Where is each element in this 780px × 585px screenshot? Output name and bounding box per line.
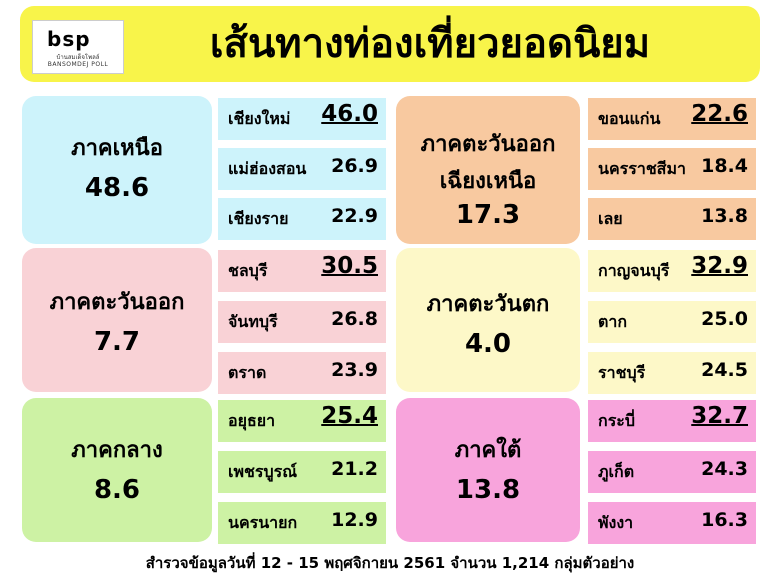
province-name: กาญจนบุรี [598, 261, 670, 280]
province-name: เชียงราย [228, 209, 289, 228]
province-row: ภูเก็ต 24.3 [588, 451, 756, 493]
province-value: 25.0 [701, 308, 748, 330]
province-name: จันทบุรี [228, 312, 278, 331]
province-name: เลย [598, 209, 623, 228]
region-name: ภาคตะวันออก [420, 132, 556, 157]
province-name: ตาก [598, 312, 628, 331]
province-value: 32.9 [691, 253, 748, 279]
bsp-logo: bsp บ้านสมเด็จโพลล์ BANSOMDEJ POLL [32, 20, 124, 74]
region-value: 17.3 [455, 200, 521, 230]
region-name: ภาคตะวันตก [426, 292, 550, 317]
survey-footnote: สำรวจข้อมูลวันที่ 12 - 15 พฤศจิกายน 2561… [145, 554, 635, 572]
province-row: กาญจนบุรี 32.9 [588, 250, 756, 292]
province-value: 12.9 [331, 509, 378, 531]
province-row: ตาก 25.0 [588, 301, 756, 343]
region-name-line2: เฉียงเหนือ [439, 169, 537, 194]
province-name: เพชรบูรณ์ [228, 462, 298, 481]
province-value: 24.5 [701, 359, 748, 381]
region-name: ภาคกลาง [71, 438, 163, 463]
title-banner [20, 6, 760, 82]
region-name: ภาคใต้ [454, 438, 522, 463]
province-row: นครนายก 12.9 [218, 502, 386, 544]
province-value: 46.0 [321, 101, 378, 127]
region-west: ภาคตะวันตก 4.0 [396, 248, 580, 392]
province-row: ตราด 23.9 [218, 352, 386, 394]
province-value: 25.4 [321, 403, 378, 429]
province-value: 23.9 [331, 359, 378, 381]
province-name: ภูเก็ต [598, 462, 635, 481]
region-name: ภาคเหนือ [71, 136, 163, 161]
province-name: ชลบุรี [228, 261, 268, 280]
province-value: 22.9 [331, 205, 378, 227]
province-name: เชียงใหม่ [228, 109, 291, 128]
logo-mark: bsp [47, 27, 91, 51]
page-title: เส้นทางท่องเที่ยวยอดนิยม [209, 21, 651, 67]
province-row: เชียงใหม่ 46.0 [218, 98, 386, 140]
province-value: 26.9 [331, 155, 378, 177]
province-value: 13.8 [701, 205, 748, 227]
province-value: 22.6 [691, 101, 748, 127]
province-value: 26.8 [331, 308, 378, 330]
logo-thai-text: บ้านสมเด็จโพลล์ [56, 54, 100, 61]
province-row: เลย 13.8 [588, 198, 756, 240]
province-value: 32.7 [691, 403, 748, 429]
province-value: 24.3 [701, 458, 748, 480]
region-north: ภาคเหนือ 48.6 [22, 96, 212, 244]
province-row: ราชบุรี 24.5 [588, 352, 756, 394]
province-value: 21.2 [331, 458, 378, 480]
province-name: ตราด [228, 363, 267, 382]
province-name: อยุธยา [228, 411, 276, 430]
region-value: 4.0 [464, 329, 512, 359]
province-name: พังงา [598, 513, 634, 532]
province-name: แม่ฮ่องสอน [228, 159, 307, 178]
province-value: 30.5 [321, 253, 378, 279]
province-row: จันทบุรี 26.8 [218, 301, 386, 343]
province-name: นครนายก [228, 513, 298, 532]
province-name: นครราชสีมา [598, 159, 686, 178]
region-east: ภาคตะวันออก 7.7 [22, 248, 212, 392]
region-value: 48.6 [84, 173, 150, 203]
region-central: ภาคกลาง 8.6 [22, 398, 212, 542]
province-name: ขอนแก่น [598, 109, 661, 128]
province-row: พังงา 16.3 [588, 502, 756, 544]
province-value: 16.3 [701, 509, 748, 531]
region-value: 8.6 [93, 475, 141, 505]
province-row: ชลบุรี 30.5 [218, 250, 386, 292]
province-row: เชียงราย 22.9 [218, 198, 386, 240]
province-value: 18.4 [701, 155, 748, 177]
province-row: อยุธยา 25.4 [218, 400, 386, 442]
province-name: ราชบุรี [598, 363, 646, 382]
province-row: ขอนแก่น 22.6 [588, 98, 756, 140]
region-south: ภาคใต้ 13.8 [396, 398, 580, 542]
province-row: นครราชสีมา 18.4 [588, 148, 756, 190]
region-name: ภาคตะวันออก [49, 290, 185, 315]
province-name: กระบี่ [598, 411, 636, 430]
province-row: กระบี่ 32.7 [588, 400, 756, 442]
province-row: แม่ฮ่องสอน 26.9 [218, 148, 386, 190]
region-northeast: ภาคตะวันออก เฉียงเหนือ 17.3 [396, 96, 580, 244]
region-value: 7.7 [93, 327, 141, 357]
logo-english-text: BANSOMDEJ POLL [47, 61, 109, 68]
province-row: เพชรบูรณ์ 21.2 [218, 451, 386, 493]
region-value: 13.8 [455, 475, 521, 505]
